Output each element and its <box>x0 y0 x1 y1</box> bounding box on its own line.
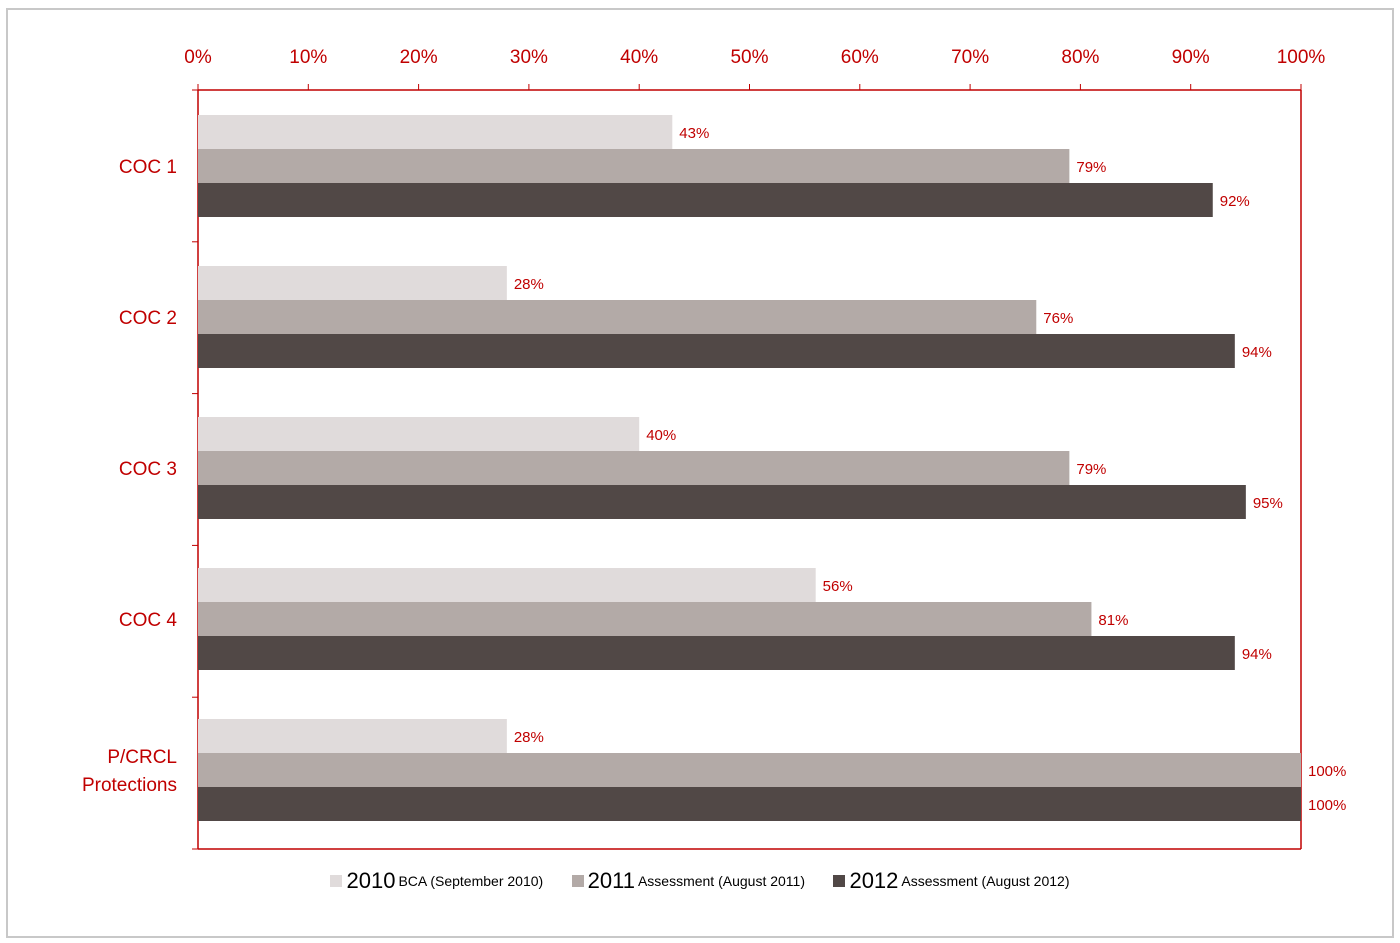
data-label: 94% <box>1242 344 1272 361</box>
legend-year-2012: 2012 <box>849 868 899 893</box>
bar-2011 <box>198 602 1092 636</box>
category-label: COC 2 <box>119 308 177 329</box>
bar-2010 <box>198 266 507 300</box>
category-label: COC 3 <box>119 459 177 480</box>
legend-swatch-2010 <box>330 875 343 887</box>
legend-item-2010: 2010 BCA (September 2010) <box>330 868 543 894</box>
data-label: 81% <box>1098 612 1128 629</box>
data-label: 94% <box>1242 646 1272 663</box>
bar-2012 <box>198 636 1235 670</box>
legend-year-2010: 2010 <box>346 868 396 893</box>
x-tick-label: 30% <box>510 47 548 68</box>
bar-2010 <box>198 568 816 602</box>
x-tick-label: 100% <box>1277 47 1326 68</box>
x-tick-label: 10% <box>289 47 327 68</box>
x-tick-label: 50% <box>730 47 768 68</box>
bar-2010 <box>198 115 673 149</box>
x-tick-label: 90% <box>1172 47 1210 68</box>
legend-swatch-2012 <box>833 875 846 887</box>
x-tick-label: 60% <box>841 47 879 68</box>
x-tick-label: 70% <box>951 47 989 68</box>
category-label: COC 1 <box>119 157 177 178</box>
data-label: 56% <box>823 578 853 595</box>
bar-2011 <box>198 149 1070 183</box>
bar-2011 <box>198 451 1070 485</box>
legend-year-2011: 2011 <box>587 868 635 893</box>
bar-2010 <box>198 719 507 753</box>
x-tick-label: 20% <box>400 47 438 68</box>
legend-swatch-2011 <box>571 875 584 887</box>
bar-2012 <box>198 183 1213 217</box>
category-label: COC 4 <box>119 610 178 631</box>
data-label: 100% <box>1308 797 1346 814</box>
bar-2012 <box>198 787 1301 821</box>
bar-2010 <box>198 417 640 451</box>
x-tick-label: 40% <box>620 47 658 68</box>
category-label: Protections <box>82 775 177 796</box>
bar-2012 <box>198 334 1235 368</box>
category-label: P/CRCL <box>107 747 177 768</box>
bar-2011 <box>198 300 1037 334</box>
data-label: 40% <box>646 427 676 444</box>
x-tick-label: 0% <box>184 47 212 68</box>
bar-2011 <box>198 753 1301 787</box>
bar-2012 <box>198 485 1246 519</box>
data-label: 92% <box>1220 193 1250 210</box>
data-label: 43% <box>679 125 709 142</box>
legend-item-2012: 2012 Assessment (August 2012) <box>833 868 1070 894</box>
data-label: 95% <box>1253 495 1283 512</box>
data-label: 28% <box>514 729 544 746</box>
legend: 2010 BCA (September 2010) 2011 Assessment … <box>0 868 1400 894</box>
legend-desc-2012: Assessment (August 2012) <box>901 873 1070 889</box>
data-label: 28% <box>514 276 544 293</box>
legend-desc-2010: BCA (September 2010) <box>398 873 544 889</box>
x-tick-label: 80% <box>1061 47 1099 68</box>
data-label: 100% <box>1308 763 1346 780</box>
data-label: 79% <box>1076 159 1106 176</box>
legend-desc-2011: Assessment (August 2011) <box>637 873 805 889</box>
data-label: 76% <box>1043 310 1073 327</box>
data-label: 79% <box>1076 461 1106 478</box>
legend-item-2011: 2011 Assessment (August 2011) <box>571 868 805 894</box>
